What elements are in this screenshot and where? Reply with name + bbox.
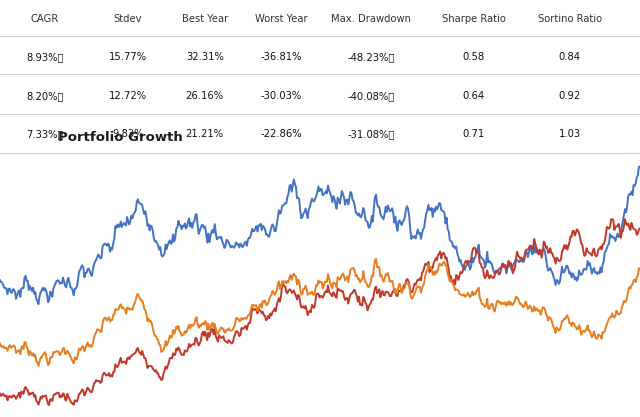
Text: Best Year: Best Year (182, 13, 228, 23)
Text: 7.33%ⓘ: 7.33%ⓘ (26, 129, 63, 139)
Text: Max. Drawdown: Max. Drawdown (332, 13, 412, 23)
Text: 0.64: 0.64 (463, 91, 484, 101)
Text: 0.84: 0.84 (559, 52, 580, 62)
Text: -48.23%ⓘ: -48.23%ⓘ (348, 52, 395, 62)
Text: 0.58: 0.58 (463, 52, 484, 62)
Text: -36.81%: -36.81% (261, 52, 302, 62)
Text: Stdev: Stdev (114, 13, 142, 23)
Text: -40.08%ⓘ: -40.08%ⓘ (348, 91, 395, 101)
Text: -30.03%: -30.03% (261, 91, 302, 101)
Text: Worst Year: Worst Year (255, 13, 308, 23)
Text: 15.77%: 15.77% (109, 52, 147, 62)
Text: 1.03: 1.03 (559, 129, 580, 139)
Text: 32.31%: 32.31% (186, 52, 224, 62)
Text: 21.21%: 21.21% (186, 129, 224, 139)
Text: 12.72%: 12.72% (109, 91, 147, 101)
Text: Sortino Ratio: Sortino Ratio (538, 13, 602, 23)
Text: 26.16%: 26.16% (186, 91, 224, 101)
Text: -31.08%ⓘ: -31.08%ⓘ (348, 129, 395, 139)
Text: 9.83%: 9.83% (112, 129, 144, 139)
Text: Portfolio Growth: Portfolio Growth (58, 131, 182, 144)
Text: 0.71: 0.71 (463, 129, 484, 139)
Text: 8.93%ⓘ: 8.93%ⓘ (26, 52, 63, 62)
Text: 8.20%ⓘ: 8.20%ⓘ (26, 91, 63, 101)
Text: -22.86%: -22.86% (260, 129, 303, 139)
Text: 0.92: 0.92 (559, 91, 580, 101)
Text: Sharpe Ratio: Sharpe Ratio (442, 13, 506, 23)
Text: CAGR: CAGR (31, 13, 59, 23)
